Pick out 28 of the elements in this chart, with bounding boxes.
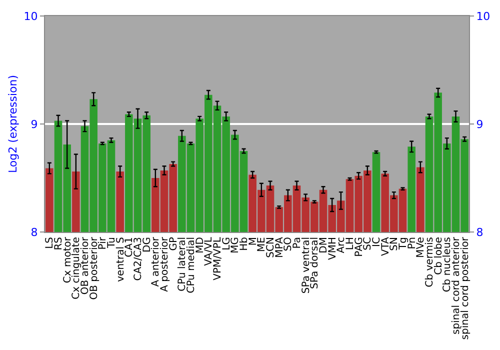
x-tick-label: spinal cord posterior xyxy=(460,236,471,340)
x-tick-label: CA2/CA3 xyxy=(133,237,144,281)
x-tick-label: Tu xyxy=(106,237,118,249)
y2-tick-label: 10 xyxy=(476,10,490,23)
y-tick-label: 9 xyxy=(30,118,38,131)
x-tick-label: Hb xyxy=(239,237,250,251)
x-tick-label: Cb lobe xyxy=(433,237,444,275)
x-tick-label: GP xyxy=(168,237,180,251)
x-tick-label: IC xyxy=(372,236,382,247)
x-tick-label: MVe xyxy=(416,237,427,258)
x-tick-label: SCN xyxy=(266,237,276,258)
x-tick-label: VPM/VPL xyxy=(212,236,224,280)
x-tick-label: DM xyxy=(318,237,330,254)
y2-tick-label: 9 xyxy=(476,118,484,131)
y-tick-label: 8 xyxy=(30,226,38,239)
y-axis-title: Log2 (expression) xyxy=(6,74,20,174)
x-tick-label: OB posterior xyxy=(88,236,100,300)
x-tick-label: Pa xyxy=(292,237,303,249)
x-tick-label: LH xyxy=(345,237,356,250)
y-tick-label: 10 xyxy=(24,10,38,23)
x-tick-label: RS xyxy=(54,237,64,250)
x-tick-label: OB anterior xyxy=(80,236,91,295)
y2-tick-label: 8 xyxy=(476,226,484,239)
x-tick-label: DG xyxy=(142,237,153,252)
x-tick-label: Tg xyxy=(398,237,409,250)
x-tick-label: CPu medial xyxy=(186,237,197,294)
x-tick-label: A posterior xyxy=(160,236,170,292)
x-tick-label: spinal cord anterior xyxy=(451,236,462,334)
